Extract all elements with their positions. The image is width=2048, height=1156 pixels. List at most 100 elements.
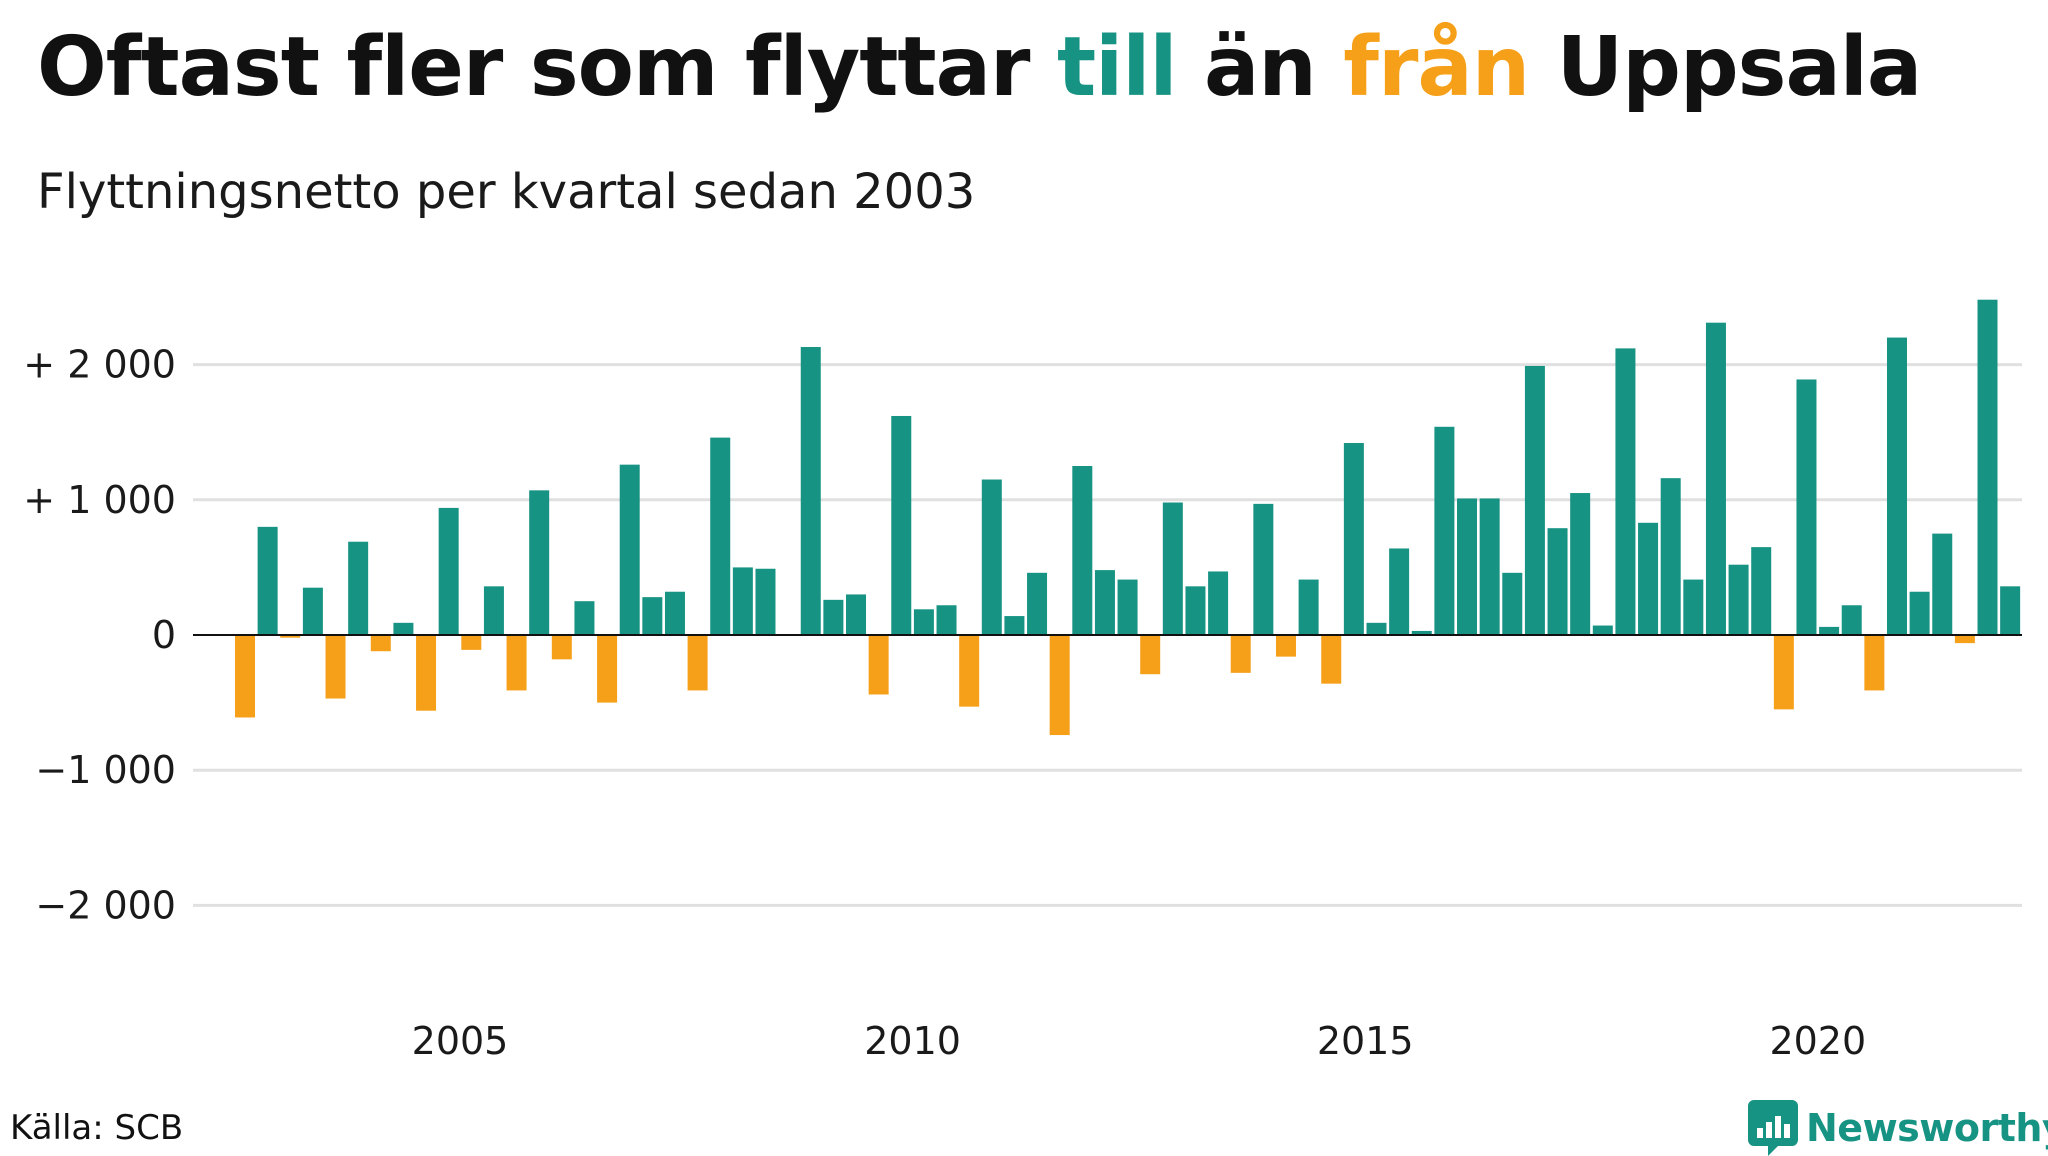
bar-positive bbox=[981, 479, 1002, 635]
bar-positive bbox=[800, 347, 821, 635]
chart-title: Oftast fler som flyttar till än från Upp… bbox=[37, 18, 1923, 118]
bar-positive bbox=[1524, 365, 1545, 635]
bar-positive bbox=[1185, 586, 1206, 635]
bar-negative bbox=[280, 635, 301, 638]
bars bbox=[235, 299, 2021, 736]
bar-positive bbox=[1004, 616, 1025, 635]
title-part3: Uppsala bbox=[1529, 20, 1923, 115]
bar-positive bbox=[257, 526, 278, 635]
chart-subtitle: Flyttningsnetto per kvartal sedan 2003 bbox=[37, 164, 976, 220]
bar-positive bbox=[1117, 579, 1138, 635]
bar-positive bbox=[438, 507, 459, 635]
bar-negative bbox=[370, 635, 391, 652]
bar-positive bbox=[1162, 502, 1183, 635]
title-fran-word: från bbox=[1343, 20, 1530, 115]
y-tick-label: + 1 000 bbox=[23, 478, 176, 522]
bar-positive bbox=[1886, 337, 1907, 635]
bar-negative bbox=[1049, 635, 1070, 736]
bar-negative bbox=[597, 635, 618, 703]
newsworthy-logo-text: Newsworthy bbox=[1806, 1106, 2048, 1150]
bar-positive bbox=[393, 622, 414, 635]
bar-positive bbox=[1660, 478, 1681, 635]
bar-positive bbox=[1728, 564, 1749, 635]
bar-positive bbox=[732, 567, 753, 635]
y-axis-labels: + 2 000 + 1 000 0 −1 000 −2 000 bbox=[23, 343, 176, 928]
bar-positive bbox=[348, 541, 369, 635]
bar-positive bbox=[619, 464, 640, 635]
source-note: Källa: SCB bbox=[10, 1108, 184, 1148]
bar-positive bbox=[1705, 322, 1726, 635]
bar-positive bbox=[1389, 548, 1410, 635]
bar-positive bbox=[823, 599, 844, 635]
bar-chart: + 2 000 + 1 000 0 −1 000 −2 000 2005 2010 2015… bbox=[23, 299, 2022, 1063]
bar-positive bbox=[1841, 605, 1862, 635]
bar-positive bbox=[1932, 533, 1953, 635]
bar-positive bbox=[1592, 625, 1613, 635]
x-axis-labels: 2005 2010 2015 2020 bbox=[412, 1019, 1867, 1063]
bar-positive bbox=[1502, 572, 1523, 635]
bar-positive bbox=[913, 609, 934, 635]
bar-positive bbox=[574, 601, 595, 635]
bar-negative bbox=[506, 635, 527, 691]
bar-negative bbox=[1275, 635, 1296, 657]
bar-positive bbox=[1366, 622, 1387, 635]
bar-positive bbox=[1909, 591, 1930, 635]
x-tick-label: 2005 bbox=[412, 1019, 509, 1063]
bar-positive bbox=[302, 587, 323, 635]
bar-positive bbox=[755, 568, 776, 635]
bar-negative bbox=[551, 635, 572, 660]
bar-negative bbox=[1321, 635, 1342, 684]
bar-positive bbox=[1411, 630, 1432, 635]
bar-positive bbox=[1027, 572, 1048, 635]
title-part1: Oftast fler som flyttar bbox=[37, 20, 1057, 115]
y-tick-label: + 2 000 bbox=[23, 343, 176, 387]
bar-positive bbox=[1615, 348, 1636, 635]
bar-positive bbox=[1072, 466, 1093, 635]
bar-negative bbox=[687, 635, 708, 691]
bar-positive bbox=[1253, 503, 1274, 635]
bar-positive bbox=[1434, 426, 1455, 635]
bar-positive bbox=[891, 415, 912, 635]
bar-positive bbox=[1094, 570, 1115, 635]
bar-positive bbox=[1638, 522, 1659, 635]
bar-positive bbox=[1977, 299, 1998, 635]
bar-positive bbox=[529, 490, 550, 635]
bar-positive bbox=[1457, 498, 1478, 635]
bar-negative bbox=[235, 635, 255, 718]
bar-negative bbox=[1773, 635, 1794, 710]
x-tick-label: 2010 bbox=[864, 1019, 961, 1063]
bar-positive bbox=[846, 594, 867, 635]
bar-positive bbox=[1796, 379, 1817, 635]
title-part2: än bbox=[1176, 20, 1344, 115]
x-tick-label: 2015 bbox=[1317, 1019, 1414, 1063]
newsworthy-logo-icon bbox=[1748, 1100, 1798, 1156]
bar-positive bbox=[1683, 579, 1704, 635]
bar-negative bbox=[325, 635, 346, 699]
bar-negative bbox=[1864, 635, 1885, 691]
bar-positive bbox=[1298, 579, 1319, 635]
bar-negative bbox=[461, 635, 482, 650]
bar-positive bbox=[1547, 528, 1568, 635]
bar-negative bbox=[868, 635, 889, 695]
bar-positive bbox=[483, 586, 504, 635]
bar-negative bbox=[959, 635, 980, 707]
bar-positive bbox=[1208, 571, 1229, 635]
bar-positive bbox=[1751, 547, 1772, 635]
bar-positive bbox=[936, 605, 957, 635]
bar-negative bbox=[1140, 635, 1161, 675]
y-tick-label: −1 000 bbox=[35, 748, 176, 792]
bar-negative bbox=[1954, 635, 1975, 644]
y-tick-label: −2 000 bbox=[35, 883, 176, 927]
x-tick-label: 2020 bbox=[1769, 1019, 1866, 1063]
bar-positive bbox=[1570, 493, 1591, 635]
bar-negative bbox=[416, 635, 437, 711]
newsworthy-logo[interactable]: Newsworthy bbox=[1748, 1100, 2048, 1156]
bar-positive bbox=[1479, 498, 1500, 635]
bar-positive bbox=[710, 437, 731, 635]
bar-positive bbox=[642, 597, 663, 635]
y-tick-label: 0 bbox=[152, 613, 176, 657]
bar-positive bbox=[1343, 443, 1364, 635]
bar-negative bbox=[1230, 635, 1251, 673]
bar-positive bbox=[1819, 626, 1840, 635]
title-till-word: till bbox=[1056, 20, 1178, 115]
